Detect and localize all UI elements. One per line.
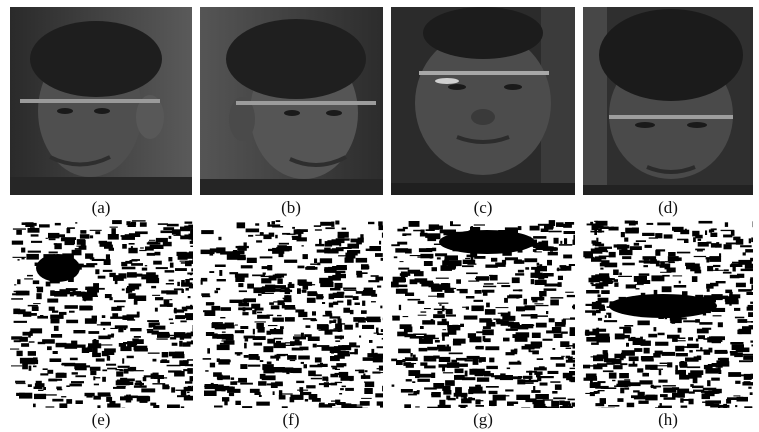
- pattern-image-h: [583, 220, 753, 408]
- face-image-c: [391, 7, 575, 195]
- caption-a: (a): [91, 198, 111, 217]
- face-image-a: [10, 7, 192, 195]
- pattern-image-e: [10, 220, 193, 408]
- face-image-b: [200, 7, 383, 195]
- pattern-image-g: [391, 220, 575, 408]
- caption-e: (e): [91, 410, 111, 429]
- caption-d: (d): [658, 198, 678, 217]
- caption-h: (h): [658, 410, 678, 429]
- caption-b: (b): [281, 198, 301, 217]
- caption-g: (g): [473, 410, 493, 429]
- caption-f: (f): [282, 410, 300, 429]
- face-image-d: [583, 7, 753, 195]
- caption-c: (c): [473, 198, 493, 217]
- pattern-image-f: [200, 220, 383, 408]
